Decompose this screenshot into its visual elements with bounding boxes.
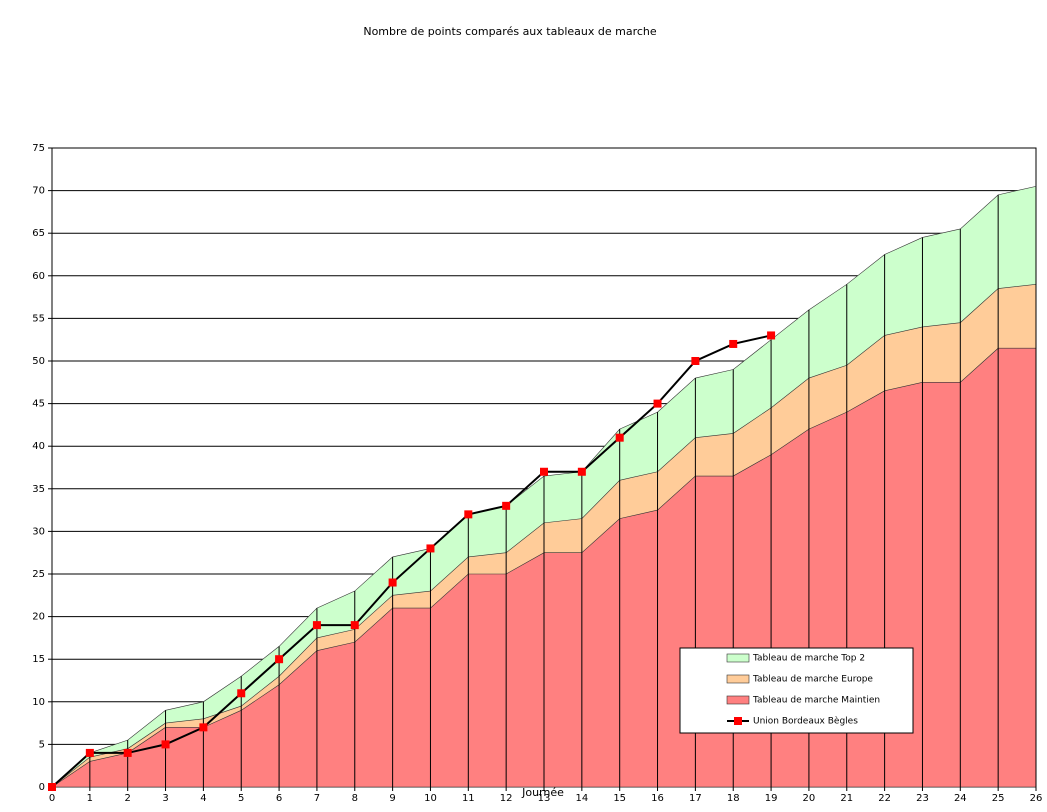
chart-title: Nombre de points comparés aux tableaux d… (363, 25, 657, 38)
y-tick-label: 50 (32, 356, 45, 367)
x-tick-label: 8 (352, 793, 358, 804)
y-tick-label: 5 (39, 739, 45, 750)
x-tick-label: 20 (803, 793, 816, 804)
marker (388, 578, 397, 587)
marker (767, 331, 776, 340)
x-tick-label: 18 (727, 793, 740, 804)
marker (312, 621, 321, 630)
marker (350, 621, 359, 630)
x-tick-label: 21 (840, 793, 853, 804)
x-tick-label: 6 (276, 793, 282, 804)
y-tick-label: 30 (32, 526, 45, 537)
y-tick-label: 65 (32, 228, 45, 239)
marker (691, 357, 700, 365)
x-tick-label: 15 (613, 793, 626, 804)
legend-swatch (726, 674, 750, 684)
legend-label: Tableau de marche Europe (752, 675, 873, 685)
x-tick-label: 12 (500, 793, 513, 804)
legend-marker (734, 717, 742, 725)
legend-label: Tableau de marche Top 2 (752, 654, 865, 664)
legend-swatch (726, 653, 750, 663)
x-tick-label: 7 (314, 793, 320, 804)
marker (577, 467, 586, 476)
x-tick-label: 26 (1030, 793, 1043, 804)
y-tick-label: 60 (32, 271, 45, 282)
y-tick-label: 70 (32, 186, 45, 197)
x-tick-label: 22 (878, 793, 891, 804)
x-tick-label: 9 (389, 793, 395, 804)
x-tick-label: 11 (462, 793, 475, 804)
x-tick-label: 1 (87, 793, 93, 804)
x-tick-label: 25 (992, 793, 1005, 804)
marker (123, 748, 132, 757)
marker (615, 433, 624, 442)
marker (464, 510, 473, 519)
x-tick-label: 13 (538, 793, 551, 804)
marker (729, 339, 738, 348)
x-axis-label: Journée (521, 786, 564, 799)
marker (161, 740, 170, 749)
y-tick-label: 20 (32, 612, 45, 623)
x-tick-label: 14 (575, 793, 588, 804)
x-tick-label: 17 (689, 793, 702, 804)
y-tick-label: 55 (32, 313, 45, 324)
x-tick-label: 19 (765, 793, 778, 804)
x-tick-label: 5 (238, 793, 244, 804)
y-tick-label: 40 (32, 441, 45, 452)
marker (199, 723, 208, 732)
legend-label: Union Bordeaux Bègles (753, 716, 858, 727)
x-tick-label: 0 (49, 793, 55, 804)
y-tick-label: 0 (39, 782, 45, 793)
y-tick-label: 25 (32, 569, 45, 580)
x-tick-label: 4 (200, 793, 206, 804)
y-tick-label: 75 (32, 143, 45, 154)
legend-box (679, 647, 914, 734)
marker (48, 783, 56, 791)
marker (540, 467, 548, 476)
x-tick-label: 2 (125, 793, 131, 804)
marker (653, 399, 662, 408)
line (51, 334, 772, 788)
y-tick-label: 35 (32, 484, 45, 495)
marker (85, 748, 94, 757)
x-tick-label: 24 (954, 793, 967, 804)
marker (426, 544, 435, 553)
marker (502, 501, 511, 510)
legend-label: Tableau de marche Maintien (752, 696, 880, 706)
legend: Tableau de marche Top 2 Tableau de marche… (679, 647, 914, 734)
marker (237, 689, 246, 698)
y-tick-label: 45 (32, 399, 45, 410)
x-tick-label: 10 (424, 793, 437, 804)
marker (275, 655, 284, 664)
y-tick-label: 15 (32, 654, 45, 665)
x-tick-label: 23 (916, 793, 929, 804)
x-tick-label: 16 (651, 793, 664, 804)
x-tick-label: 3 (162, 793, 168, 804)
y-tick-label: 10 (32, 697, 45, 708)
legend-swatch (726, 695, 750, 705)
